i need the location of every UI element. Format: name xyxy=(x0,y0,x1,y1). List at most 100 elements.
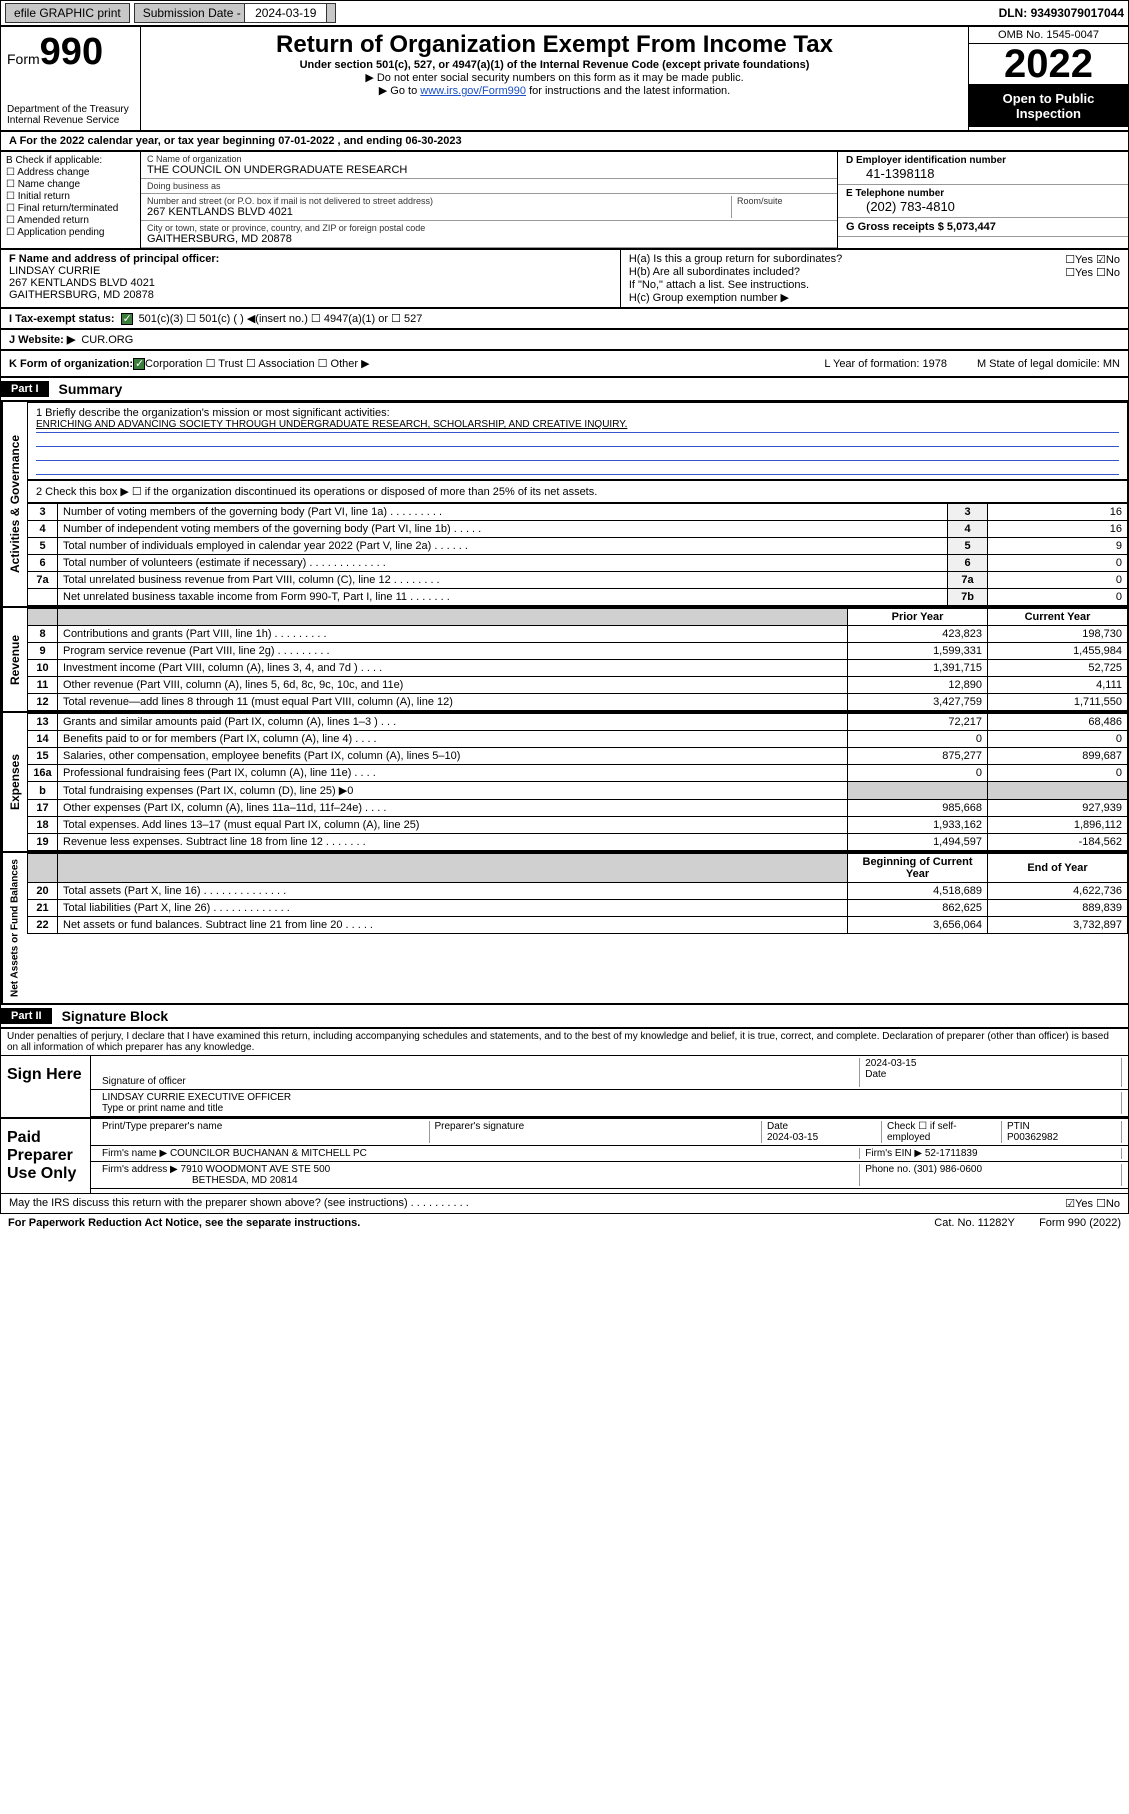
netassets-section: Net Assets or Fund Balances Beginning of… xyxy=(0,852,1129,1004)
table-row: 17Other expenses (Part IX, column (A), l… xyxy=(28,800,1128,817)
cb-label: Application pending xyxy=(17,227,104,238)
table-row: 12Total revenue—add lines 8 through 11 (… xyxy=(28,694,1128,711)
part2-header: Part II Signature Block xyxy=(0,1004,1129,1028)
org-name: THE COUNCIL ON UNDERGRADUATE RESEARCH xyxy=(147,164,831,176)
addr-label: Number and street (or P.O. box if mail i… xyxy=(147,196,731,206)
b-header: B Check if applicable: xyxy=(6,155,135,166)
signature-block: Under penalties of perjury, I declare th… xyxy=(0,1028,1129,1214)
expenses-table: 13Grants and similar amounts paid (Part … xyxy=(27,713,1128,851)
f-label: F Name and address of principal officer: xyxy=(9,253,219,265)
form-title: Return of Organization Exempt From Incom… xyxy=(149,31,960,59)
city-label: City or town, state or province, country… xyxy=(147,223,831,233)
cb-label: Initial return xyxy=(18,191,70,202)
ptin: P00362982 xyxy=(1007,1132,1058,1143)
open-to-public: Open to Public Inspection xyxy=(969,85,1128,127)
cb-application-pending[interactable]: ☐ Application pending xyxy=(6,227,135,238)
table-row: 5Total number of individuals employed in… xyxy=(28,538,1128,555)
penalties-text: Under penalties of perjury, I declare th… xyxy=(1,1029,1128,1056)
col-c: C Name of organization THE COUNCIL ON UN… xyxy=(141,152,838,248)
ha-label: H(a) Is this a group return for subordin… xyxy=(629,253,1065,266)
i-label: I Tax-exempt status: xyxy=(9,313,115,325)
firm-addr: 7910 WOODMONT AVE STE 500 xyxy=(181,1164,331,1175)
table-row: 11Other revenue (Part VIII, column (A), … xyxy=(28,677,1128,694)
mission-line xyxy=(36,447,1119,461)
row-j: J Website: ▶ CUR.ORG xyxy=(0,329,1129,350)
dln-value: 93493079017044 xyxy=(1031,6,1124,20)
j-label: J Website: ▶ xyxy=(9,333,75,346)
submission-date: 2024-03-19 xyxy=(244,3,327,23)
netassets-label: Net Assets or Fund Balances xyxy=(1,853,27,1003)
ein-label: D Employer identification number xyxy=(846,155,1120,166)
table-row: 7aTotal unrelated business revenue from … xyxy=(28,572,1128,589)
prep-date-label: Date xyxy=(767,1121,788,1132)
addr-field: Number and street (or P.O. box if mail i… xyxy=(141,194,837,221)
firm-name-label: Firm's name ▶ xyxy=(102,1148,170,1159)
row-a-text: A For the 2022 calendar year, or tax yea… xyxy=(9,135,462,147)
firm-name: COUNCILOR BUCHANAN & MITCHELL PC xyxy=(170,1148,367,1159)
governance-label: Activities & Governance xyxy=(1,402,27,606)
table-row: 4Number of independent voting members of… xyxy=(28,521,1128,538)
header-right: OMB No. 1545-0047 2022 Open to Public In… xyxy=(968,27,1128,130)
check-501c3[interactable] xyxy=(121,313,133,325)
table-row: 19Revenue less expenses. Subtract line 1… xyxy=(28,834,1128,851)
hb-label: H(b) Are all subordinates included? xyxy=(629,266,1065,279)
col-b: B Check if applicable: ☐ Address change … xyxy=(1,152,141,248)
dln-label: DLN: xyxy=(999,6,1031,20)
table-row: 22Net assets or fund balances. Subtract … xyxy=(28,917,1128,934)
row-f: F Name and address of principal officer:… xyxy=(0,249,1129,308)
cat-no: Cat. No. 11282Y xyxy=(934,1217,1014,1229)
revenue-label: Revenue xyxy=(1,608,27,711)
table-row: 8Contributions and grants (Part VIII, li… xyxy=(28,626,1128,643)
paperwork-notice: For Paperwork Reduction Act Notice, see … xyxy=(8,1217,360,1229)
irs-discuss: May the IRS discuss this return with the… xyxy=(9,1197,469,1210)
check-self-employed[interactable]: Check ☐ if self-employed xyxy=(882,1121,1002,1143)
irs-discuss-yn[interactable]: ☑Yes ☐No xyxy=(1065,1197,1120,1210)
row-a-tax-year: A For the 2022 calendar year, or tax yea… xyxy=(0,131,1129,151)
cb-initial-return[interactable]: ☐ Initial return xyxy=(6,191,135,202)
table-row: 9Program service revenue (Part VIII, lin… xyxy=(28,643,1128,660)
cb-name-change[interactable]: ☐ Name change xyxy=(6,179,135,190)
cb-amended[interactable]: ☐ Amended return xyxy=(6,215,135,226)
irs-link[interactable]: www.irs.gov/Form990 xyxy=(420,85,526,97)
table-row: 16aProfessional fundraising fees (Part I… xyxy=(28,765,1128,782)
header-center: Return of Organization Exempt From Incom… xyxy=(141,27,968,130)
efile-button[interactable]: efile GRAPHIC print xyxy=(5,3,130,23)
sig-date: 2024-03-15 xyxy=(865,1058,1116,1069)
section-bcde: B Check if applicable: ☐ Address change … xyxy=(0,151,1129,249)
cb-address-change[interactable]: ☐ Address change xyxy=(6,167,135,178)
firm-ein: 52-1711839 xyxy=(925,1148,978,1159)
cb-label: Final return/terminated xyxy=(18,203,119,214)
type-label: Type or print name and title xyxy=(102,1103,1116,1114)
dept-treasury: Department of the Treasury xyxy=(7,104,134,115)
table-row: 18Total expenses. Add lines 13–17 (must … xyxy=(28,817,1128,834)
dln: DLN: 93493079017044 xyxy=(999,6,1124,20)
table-header: Beginning of Current YearEnd of Year xyxy=(28,854,1128,883)
ha-yn[interactable]: ☐Yes ☑No xyxy=(1065,253,1120,266)
hb-yn[interactable]: ☐Yes ☐No xyxy=(1065,266,1120,279)
firm-addr-label: Firm's address ▶ xyxy=(102,1164,181,1175)
sign-here-label: Sign Here xyxy=(1,1056,91,1117)
k-label: K Form of organization: xyxy=(9,358,133,370)
ptin-label: PTIN xyxy=(1007,1121,1030,1132)
note2-pre: ▶ Go to xyxy=(379,85,420,97)
expenses-label: Expenses xyxy=(1,713,27,851)
part1-label: Part I xyxy=(1,381,49,397)
phone: (202) 783-4810 xyxy=(846,199,1120,214)
table-row: 21Total liabilities (Part X, line 26) . … xyxy=(28,900,1128,917)
part2-title: Signature Block xyxy=(52,1005,179,1027)
officer-name: LINDSAY CURRIE xyxy=(9,265,612,277)
col-de: D Employer identification number 41-1398… xyxy=(838,152,1128,248)
org-name-field: C Name of organization THE COUNCIL ON UN… xyxy=(141,152,837,179)
sign-here-row: Sign Here Signature of officer 2024-03-1… xyxy=(1,1056,1128,1117)
table-header: Prior YearCurrent Year xyxy=(28,609,1128,626)
check-corporation[interactable] xyxy=(133,358,145,370)
expenses-section: Expenses 13Grants and similar amounts pa… xyxy=(0,712,1129,852)
table-row: 20Total assets (Part X, line 16) . . . .… xyxy=(28,883,1128,900)
sig-officer-label: Signature of officer xyxy=(102,1076,854,1087)
cb-final-return[interactable]: ☐ Final return/terminated xyxy=(6,203,135,214)
line2: 2 Check this box ▶ ☐ if the organization… xyxy=(27,480,1128,503)
part1-header: Part I Summary xyxy=(0,377,1129,401)
form-footer: Form 990 (2022) xyxy=(1039,1217,1121,1229)
header-left: Form990 Department of the Treasury Inter… xyxy=(1,27,141,130)
i-opts: 501(c)(3) ☐ 501(c) ( ) ◀(insert no.) ☐ 4… xyxy=(139,312,423,325)
